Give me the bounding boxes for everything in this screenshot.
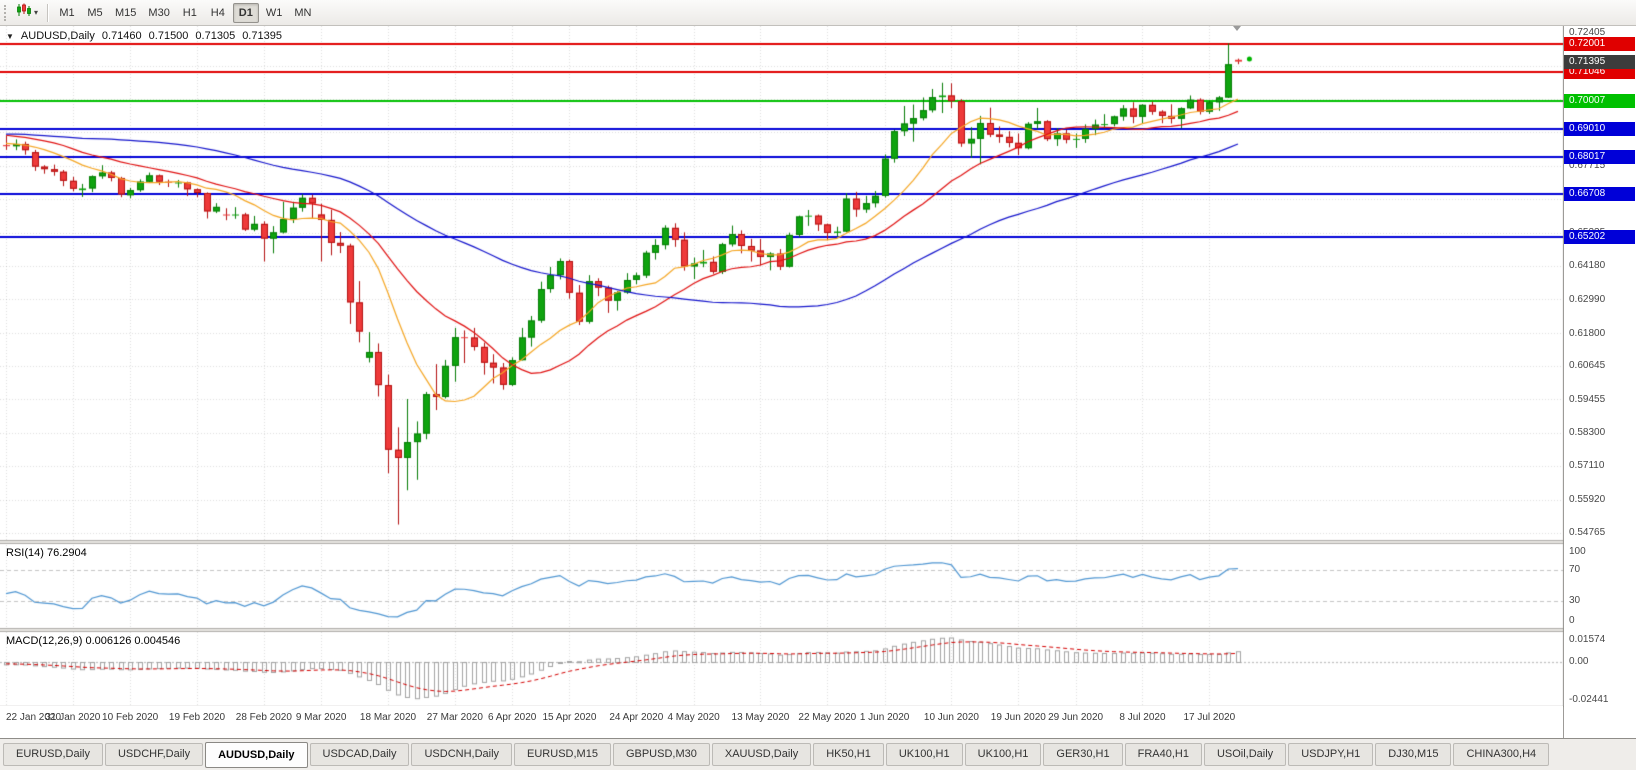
timeframe-d1[interactable]: D1 xyxy=(232,2,259,23)
time-axis-label: 19 Jun 2020 xyxy=(990,712,1046,723)
chart-ohlc-header: ▼ AUDUSD,Daily 0.71460 0.71500 0.71305 0… xyxy=(6,30,282,42)
timeframe-m5[interactable]: M5 xyxy=(87,6,103,19)
time-axis-label: 8 Jul 2020 xyxy=(1119,712,1166,723)
price-axis-label: 0.57110 xyxy=(1569,460,1605,472)
chart-tab-audusd-daily[interactable]: AUDUSD,Daily xyxy=(205,741,308,768)
time-axis[interactable]: 22 Jan 2020 31 Jan 2020 10 Feb 2020 19 Feb … xyxy=(0,706,1563,738)
ohlc-close: 0.71395 xyxy=(242,30,282,42)
ohlc-high: 0.71500 xyxy=(148,30,189,42)
timeframe-m30[interactable]: M30 xyxy=(148,6,170,19)
timeframe-buttons: M1 M5 M15 M30 H1 H4 D1 W1 MN xyxy=(53,2,317,23)
price-chart-canvas[interactable] xyxy=(0,26,1636,738)
rsi-axis-label: 30 xyxy=(1569,595,1581,607)
price-axis-label: 0.58300 xyxy=(1569,426,1606,438)
price-axis-label: 0.54765 xyxy=(1569,526,1606,538)
time-axis-label: 13 May 2020 xyxy=(731,712,790,723)
timeframe-w1[interactable]: W1 xyxy=(265,6,283,19)
price-axis-label: 0.60645 xyxy=(1569,360,1606,372)
chart-tab-eurusd-daily[interactable]: EURUSD,Daily xyxy=(3,743,103,766)
charts-menu-button[interactable]: ▾ xyxy=(12,2,42,24)
time-axis-label: 22 Jan 2020 xyxy=(6,712,62,723)
chart-tab-fra40-h1[interactable]: FRA40,H1 xyxy=(1124,743,1202,766)
chart-tab-dj30-m15[interactable]: DJ30,M15 xyxy=(1375,743,1452,766)
toolbar-grip[interactable] xyxy=(4,4,7,21)
chart-symbol-title: AUDUSD,Daily xyxy=(20,30,95,42)
time-axis-label: 31 Jan 2020 xyxy=(45,712,101,723)
hline-price-tag: 0.66708 xyxy=(1564,187,1635,201)
chart-tab-gbpusd-m30[interactable]: GBPUSD,M30 xyxy=(612,743,710,766)
rsi-axis-label: 0 xyxy=(1569,615,1575,626)
macd-axis-label: -0.02441 xyxy=(1569,694,1609,705)
hline-price-tag: 0.69010 xyxy=(1564,122,1635,136)
timeframe-mn[interactable]: MN xyxy=(294,6,312,19)
price-axis-label: 0.55920 xyxy=(1569,494,1606,506)
rsi-axis-label: 100 xyxy=(1569,546,1586,557)
hline-price-tag: 0.70007 xyxy=(1564,94,1635,108)
time-axis-label: 18 Mar 2020 xyxy=(359,712,417,723)
toolbar-separator xyxy=(47,3,49,22)
time-axis-label: 22 May 2020 xyxy=(798,712,857,723)
rsi-axis-label: 70 xyxy=(1569,563,1581,575)
timeframe-h4[interactable]: H4 xyxy=(210,6,225,19)
chart-tab-xauusd-daily[interactable]: XAUUSD,Daily xyxy=(711,743,812,766)
chart-tab-uk100-h1[interactable]: UK100,H1 xyxy=(885,743,963,766)
ohlc-low: 0.71305 xyxy=(195,30,236,42)
time-axis-label: 24 Apr 2020 xyxy=(609,712,664,723)
chart-tab-ger30-h1[interactable]: GER30,H1 xyxy=(1043,743,1123,766)
chart-tab-usdcnh-daily[interactable]: USDCNH,Daily xyxy=(411,743,513,766)
chart-shift-marker-icon[interactable] xyxy=(1233,26,1241,31)
time-axis-label: 10 Jun 2020 xyxy=(923,712,979,723)
macd-axis-label: 0.00 xyxy=(1569,656,1589,667)
price-axis-label: 0.72405 xyxy=(1569,27,1606,38)
chart-tab-eurusd-m15[interactable]: EURUSD,M15 xyxy=(514,743,611,766)
price-axis-label: 0.59455 xyxy=(1569,394,1606,405)
chart-tab-usdchf-daily[interactable]: USDCHF,Daily xyxy=(104,743,204,766)
top-toolbar: ▾ M1 M5 M15 M30 H1 H4 D1 W1 MN xyxy=(0,0,1636,26)
chart-tab-usdcad-daily[interactable]: USDCAD,Daily xyxy=(309,743,410,766)
price-axis-label: 0.64180 xyxy=(1569,260,1606,272)
macd-indicator-label: MACD(12,26,9) 0.006126 0.004546 xyxy=(6,635,181,647)
chevron-down-icon: ▾ xyxy=(34,8,39,17)
time-axis-label: 27 Mar 2020 xyxy=(426,712,483,723)
timeframe-h1[interactable]: H1 xyxy=(182,6,197,19)
timeframe-m1[interactable]: M1 xyxy=(59,6,75,19)
chart-tab-usoil-daily[interactable]: USOil,Daily xyxy=(1203,743,1287,766)
timeframe-m15[interactable]: M15 xyxy=(115,6,137,19)
hline-price-tag: 0.65202 xyxy=(1564,230,1635,244)
time-axis-label: 17 Jul 2020 xyxy=(1183,712,1236,723)
chart-tab-uk100-h1[interactable]: UK100,H1 xyxy=(964,743,1042,766)
time-axis-label: 19 Feb 2020 xyxy=(168,712,226,723)
time-axis-label: 6 Apr 2020 xyxy=(487,712,537,723)
chart-window: ▼ AUDUSD,Daily 0.71460 0.71500 0.71305 0… xyxy=(0,26,1636,738)
current-price-tag: 0.71395 xyxy=(1564,55,1635,69)
hline-price-tag: 0.68017 xyxy=(1564,150,1635,164)
time-axis-label: 9 Mar 2020 xyxy=(295,712,347,723)
hline-price-tag: 0.72001 xyxy=(1564,37,1635,51)
time-axis-label: 10 Feb 2020 xyxy=(102,712,159,723)
time-axis-label: 4 May 2020 xyxy=(667,712,720,723)
time-axis-label: 29 Jun 2020 xyxy=(1048,712,1104,723)
chart-tab-bar: EURUSD,Daily USDCHF,Daily AUDUSD,Daily USDC… xyxy=(0,738,1636,770)
chart-tab-hk50-h1[interactable]: HK50,H1 xyxy=(813,743,884,766)
price-axis-label: 0.67715 xyxy=(1569,159,1606,171)
chart-tab-usdjpy-h1[interactable]: USDJPY,H1 xyxy=(1288,743,1374,766)
chart-tab-china300-h4[interactable]: CHINA300,H4 xyxy=(1453,743,1550,766)
ohlc-open: 0.71460 xyxy=(101,30,142,42)
time-axis-label: 28 Feb 2020 xyxy=(235,712,292,723)
time-axis-label: 15 Apr 2020 xyxy=(542,712,597,723)
price-axis-label: 0.61800 xyxy=(1569,327,1606,339)
price-axis[interactable]: 0.724050.677150.653350.641800.629900.618… xyxy=(1564,26,1636,738)
chart-expand-icon[interactable]: ▼ xyxy=(6,31,14,41)
price-axis-label: 0.62990 xyxy=(1569,293,1606,305)
macd-axis-label: 0.01574 xyxy=(1569,634,1606,645)
candlestick-chart-icon xyxy=(16,3,32,22)
rsi-indicator-label: RSI(14) 76.2904 xyxy=(6,547,87,559)
time-axis-label: 1 Jun 2020 xyxy=(859,712,910,723)
